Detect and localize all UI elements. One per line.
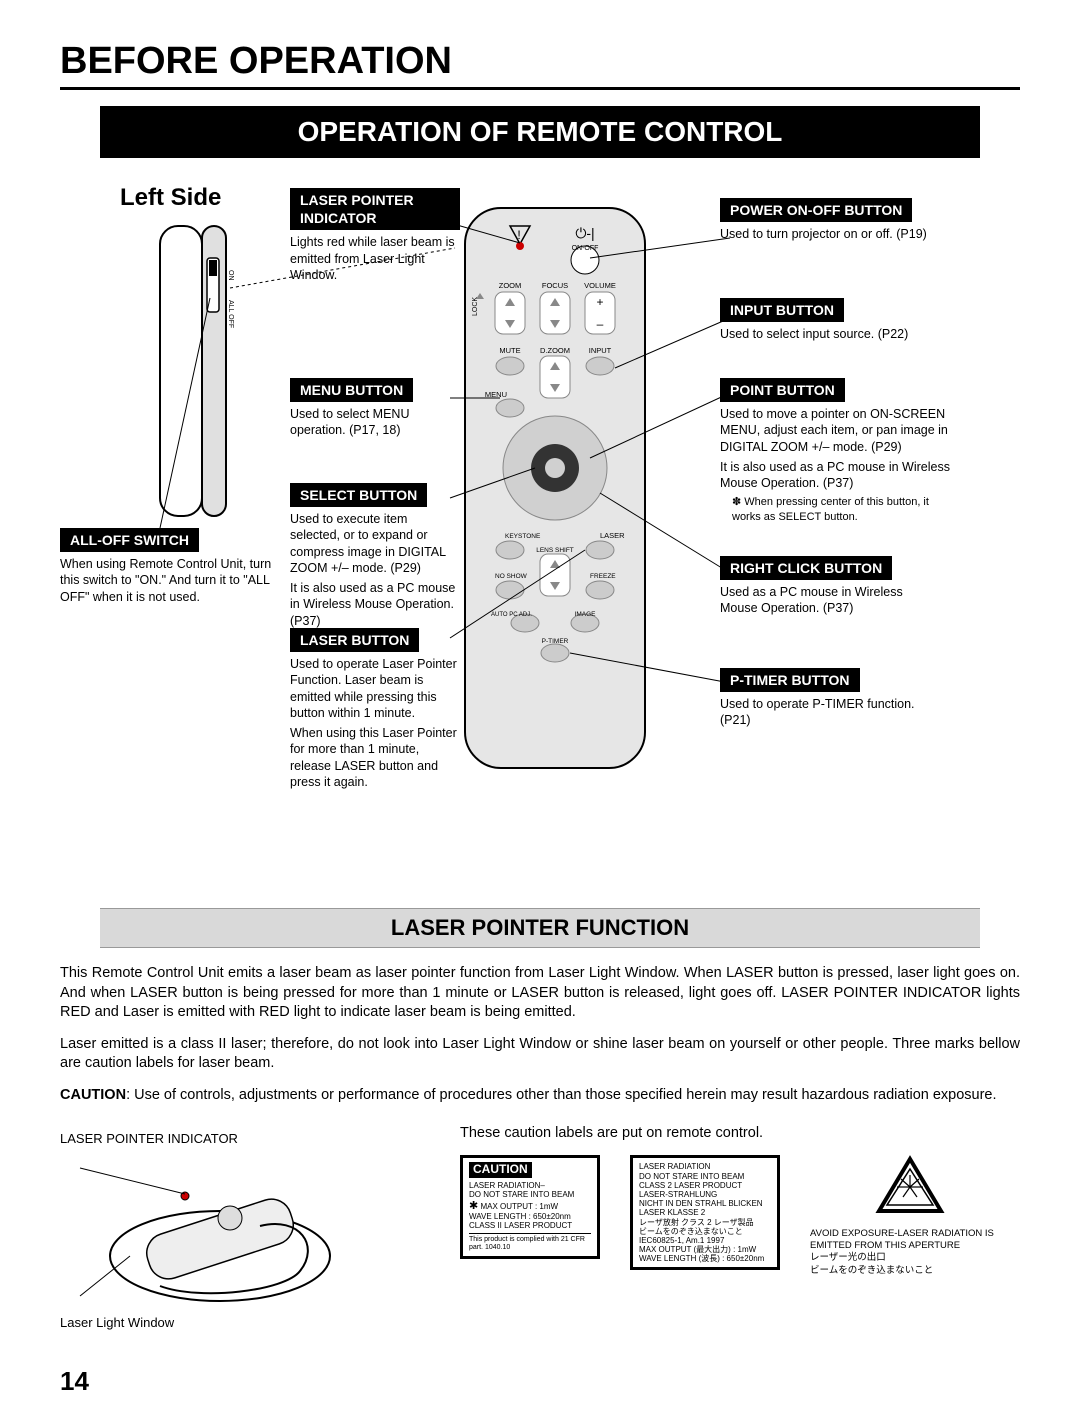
callout-rclick: RIGHT CLICK BUTTON Used as a PC mouse in… bbox=[720, 556, 940, 617]
labels-column: These caution labels are put on remote c… bbox=[460, 1125, 1020, 1277]
point-text2: It is also used as a PC mouse in Wireles… bbox=[720, 459, 950, 492]
leader-lines bbox=[60, 178, 1020, 898]
rclick-text: Used as a PC mouse in Wireless Mouse Ope… bbox=[720, 584, 940, 617]
labels-note: These caution labels are put on remote c… bbox=[460, 1125, 1020, 1141]
main-title: BEFORE OPERATION bbox=[60, 40, 1020, 83]
laser-text2: When using this Laser Pointer for more t… bbox=[290, 725, 460, 790]
power-title: POWER ON-OFF BUTTON bbox=[720, 198, 912, 222]
caution-paragraph: CAUTION: Use of controls, adjustments or… bbox=[60, 1086, 1020, 1106]
tri-l2: レーザー光の出口 bbox=[810, 1252, 1010, 1264]
warning-triangle-icon bbox=[810, 1155, 1010, 1221]
hand-column: LASER POINTER INDICATOR Laser Light Wind… bbox=[60, 1125, 420, 1336]
select-text: Used to execute item selected, or to exp… bbox=[290, 511, 460, 576]
input-title: INPUT BUTTON bbox=[720, 298, 844, 322]
caution-label-2: LASER RADIATION DO NOT STARE INTO BEAM C… bbox=[630, 1155, 780, 1270]
label-boxes: CAUTION LASER RADIATION– DO NOT STARE IN… bbox=[460, 1155, 1020, 1277]
laserptr-text: Lights red while laser beam is emitted f… bbox=[290, 234, 460, 283]
title-rule bbox=[60, 87, 1020, 90]
ptimer-title: P-TIMER BUTTON bbox=[720, 668, 860, 692]
caution-row: LASER POINTER INDICATOR Laser Light Wind… bbox=[60, 1125, 1020, 1336]
menu-text: Used to select MENU operation. (P17, 18) bbox=[290, 406, 460, 439]
power-text: Used to turn projector on or off. (P19) bbox=[720, 226, 940, 242]
tri-l3: ビームをのぞき込まないこと bbox=[810, 1265, 1010, 1277]
caution-rest: : Use of controls, adjustments or perfor… bbox=[126, 1087, 996, 1103]
input-text: Used to select input source. (P22) bbox=[720, 326, 940, 342]
lpi-label: LASER POINTER INDICATOR bbox=[60, 1131, 420, 1146]
callout-select: SELECT BUTTON Used to execute item selec… bbox=[290, 483, 460, 629]
laser-text: Used to operate Laser Pointer Function. … bbox=[290, 656, 460, 721]
body-paragraph-2: Laser emitted is a class II laser; there… bbox=[60, 1035, 1020, 1074]
laserptr-title: LASER POINTER INDICATOR bbox=[290, 188, 460, 230]
llw-label: Laser Light Window bbox=[60, 1315, 420, 1330]
tri-l1: AVOID EXPOSURE-LASER RADIATION IS EMITTE… bbox=[810, 1228, 1010, 1253]
select-title: SELECT BUTTON bbox=[290, 483, 427, 507]
lb1-cap: CAUTION bbox=[469, 1162, 532, 1178]
callout-menu: MENU BUTTON Used to select MENU operatio… bbox=[290, 378, 460, 439]
triangle-label: AVOID EXPOSURE-LASER RADIATION IS EMITTE… bbox=[810, 1155, 1010, 1277]
section-banner: OPERATION OF REMOTE CONTROL bbox=[100, 106, 980, 158]
point-title: POINT BUTTON bbox=[720, 378, 845, 402]
callout-laserbtn: LASER BUTTON Used to operate Laser Point… bbox=[290, 628, 460, 790]
menu-title: MENU BUTTON bbox=[290, 378, 413, 402]
point-text: Used to move a pointer on ON-SCREEN MENU… bbox=[720, 406, 950, 455]
hand-svg bbox=[60, 1156, 360, 1306]
page-number: 14 bbox=[60, 1366, 1020, 1397]
rclick-title: RIGHT CLICK BUTTON bbox=[720, 556, 892, 580]
diagram-section: Left Side ON ALL OFF ALL-OFF SWITCH When… bbox=[60, 178, 1020, 898]
callout-input: INPUT BUTTON Used to select input source… bbox=[720, 298, 940, 342]
subsection-band: LASER POINTER FUNCTION bbox=[100, 908, 980, 948]
caution-label-1: CAUTION LASER RADIATION– DO NOT STARE IN… bbox=[460, 1155, 600, 1258]
ptimer-text: Used to operate P-TIMER function. (P21) bbox=[720, 696, 940, 729]
point-note: When pressing center of this button, it … bbox=[720, 495, 950, 524]
callout-ptimer: P-TIMER BUTTON Used to operate P-TIMER f… bbox=[720, 668, 940, 729]
body-paragraph-1: This Remote Control Unit emits a laser b… bbox=[60, 964, 1020, 1023]
caution-lead: CAUTION bbox=[60, 1087, 126, 1103]
select-text2: It is also used as a PC mouse in Wireles… bbox=[290, 580, 460, 629]
callout-point: POINT BUTTON Used to move a pointer on O… bbox=[720, 378, 950, 524]
callout-laser-indicator: LASER POINTER INDICATOR Lights red while… bbox=[290, 188, 460, 283]
page: BEFORE OPERATION OPERATION OF REMOTE CON… bbox=[0, 0, 1080, 1427]
callout-power: POWER ON-OFF BUTTON Used to turn project… bbox=[720, 198, 940, 242]
laser-title: LASER BUTTON bbox=[290, 628, 419, 652]
